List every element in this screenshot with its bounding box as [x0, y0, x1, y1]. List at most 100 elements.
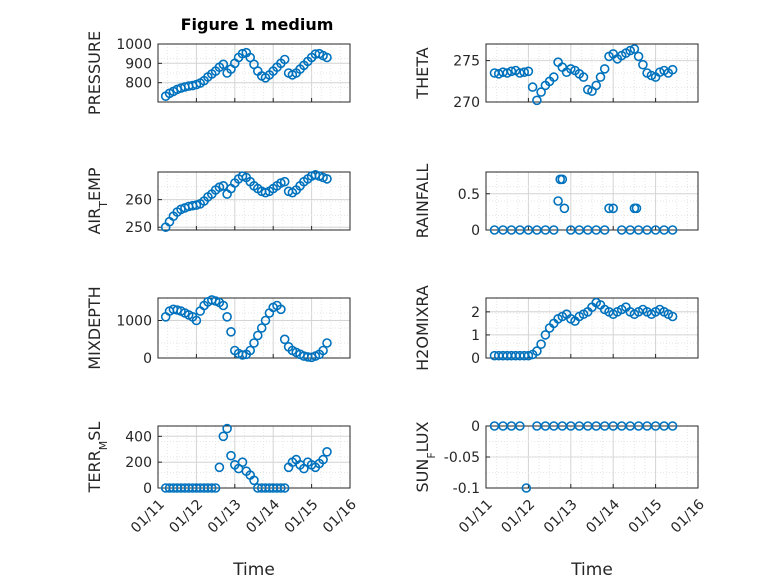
- data-point: [260, 315, 271, 326]
- data-point: [604, 203, 614, 214]
- subplot-5: 0 1000 MIXDEPTH: [85, 286, 351, 370]
- y-tick-label: 0: [143, 351, 152, 367]
- axes-box: [157, 43, 351, 103]
- data-point: [279, 54, 290, 65]
- data-point: [578, 72, 589, 82]
- data-point: [667, 64, 678, 75]
- y-tick-label: 0: [143, 481, 152, 497]
- data-point: [276, 304, 286, 315]
- y-tick-label: 270: [453, 95, 480, 111]
- x-tick-label: 01/11: [128, 497, 168, 537]
- data-point: [222, 311, 232, 322]
- data-point: [553, 196, 563, 206]
- data-point: [599, 64, 610, 74]
- data-point: [318, 345, 328, 356]
- subplot-2: 270 275 THETA: [413, 43, 699, 111]
- axes-box: [157, 171, 351, 231]
- x-tick-label: 01/14: [243, 497, 283, 537]
- y-tick-label: 200: [125, 455, 152, 471]
- data-point: [559, 203, 570, 214]
- y-tick-label: -0.05: [444, 450, 480, 466]
- data-point: [207, 483, 217, 493]
- data-point: [322, 446, 332, 457]
- data-point: [519, 67, 530, 77]
- data-point: [249, 475, 259, 486]
- data-point: [646, 70, 657, 81]
- data-point: [218, 300, 229, 311]
- y-axis-label: AIRTEMP: [85, 167, 110, 234]
- y-axis-label: MIXDEPTH: [85, 286, 104, 369]
- y-axis-label: H2OMIXRA: [413, 285, 432, 371]
- axes-box: [157, 297, 351, 359]
- data-point: [527, 82, 538, 92]
- data-point: [633, 51, 644, 62]
- data-point: [667, 311, 678, 322]
- data-point: [218, 431, 229, 442]
- x-tick-label: 01/15: [626, 497, 666, 537]
- x-tick-label: 01/13: [205, 497, 245, 537]
- data-point: [322, 52, 332, 63]
- x-tick-label: 01/15: [282, 497, 322, 537]
- y-tick-label: 1000: [116, 37, 152, 53]
- x-axis-label: Time: [570, 560, 613, 580]
- data-point: [191, 315, 202, 326]
- data-point: [279, 334, 290, 345]
- x-tick-label: 01/12: [166, 497, 206, 537]
- subplot-6: 0 1 2 H2OMIXRA: [413, 285, 699, 371]
- data-point: [322, 338, 332, 348]
- x-tick-label: 01/13: [541, 497, 581, 537]
- data-point: [536, 339, 546, 350]
- x-axis-label: Time: [232, 560, 275, 580]
- data-point: [256, 323, 267, 333]
- x-tick-label: 01/14: [583, 497, 623, 537]
- data-point: [252, 330, 263, 341]
- data-point: [218, 59, 229, 70]
- data-point: [631, 203, 642, 214]
- data-point: [591, 80, 602, 91]
- data-point: [523, 66, 534, 77]
- y-axis-label: THETA: [413, 47, 432, 99]
- x-tick-label: 01/16: [668, 497, 708, 537]
- data-point: [506, 66, 517, 77]
- data-point: [629, 44, 640, 54]
- y-tick-label: 260: [125, 193, 152, 209]
- data-point: [608, 203, 619, 214]
- data-point: [565, 64, 576, 74]
- y-axis-label: RAINFALL: [413, 164, 432, 239]
- data-point: [322, 174, 332, 184]
- data-point: [226, 326, 236, 337]
- x-tick-label: 01/12: [498, 497, 538, 537]
- x-tick-label: 01/11: [456, 497, 496, 537]
- data-point: [638, 59, 648, 70]
- data-point: [515, 68, 525, 78]
- y-tick-label: 0: [471, 351, 480, 367]
- subplot-4: 0 0.5 RAINFALL: [413, 164, 699, 239]
- x-tick-label: 01/16: [320, 497, 360, 537]
- data-point: [249, 338, 259, 348]
- y-axis-label: SUNFLUX: [413, 421, 438, 492]
- data-point: [237, 350, 248, 360]
- data-point: [536, 87, 546, 97]
- y-tick-label: 0.5: [458, 187, 480, 203]
- y-tick-label: 900: [125, 56, 152, 72]
- data-point: [521, 483, 532, 493]
- data-point: [245, 345, 255, 356]
- y-tick-label: 275: [453, 54, 480, 70]
- y-axis-label: TERRMSL: [85, 422, 110, 494]
- data-point: [523, 350, 534, 361]
- subplot-1: 800 900 1000 PRESSURE: [85, 31, 351, 115]
- data-point: [237, 457, 248, 468]
- axes-box: [485, 297, 699, 359]
- y-tick-label: 2: [471, 305, 480, 321]
- data-point: [532, 346, 542, 356]
- data-point: [599, 225, 610, 235]
- y-tick-label: 250: [125, 220, 152, 236]
- figure-title: Figure 1 medium: [181, 15, 334, 34]
- y-tick-label: 1000: [116, 314, 152, 330]
- data-point: [318, 454, 328, 465]
- data-point: [279, 176, 290, 187]
- y-axis-label: PRESSURE: [85, 31, 104, 115]
